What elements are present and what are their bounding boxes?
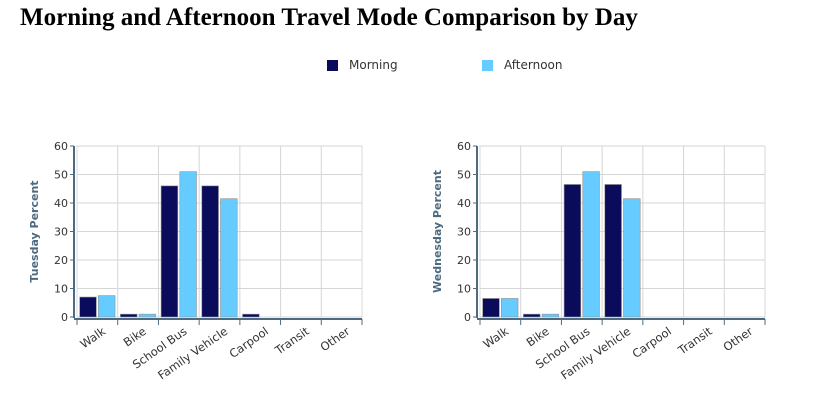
- y-tick-label: 30: [457, 226, 471, 239]
- bar-morning-school-bus: [160, 185, 179, 318]
- bar-morning-bike: [120, 313, 138, 318]
- legend-label-morning: Morning: [349, 58, 398, 72]
- y-tick-label: 10: [457, 283, 471, 296]
- y-tick-label: 0: [61, 311, 68, 324]
- x-tick-label: Carpool: [227, 324, 271, 361]
- y-tick-label: 40: [54, 197, 68, 210]
- x-tick-label: Walk: [480, 324, 511, 351]
- bar-afternoon-school-bus: [179, 171, 197, 318]
- legend-swatch-afternoon: [482, 59, 493, 71]
- legend-label-afternoon: Afternoon: [504, 58, 563, 72]
- y-tick-label: 50: [457, 169, 471, 182]
- legend-item-morning: Morning: [327, 58, 398, 72]
- y-tick-label: 20: [54, 254, 68, 267]
- bar-morning-family-vehicle: [201, 185, 219, 318]
- x-tick-label: Transit: [272, 324, 312, 358]
- x-tick-label: Carpool: [630, 324, 674, 361]
- y-tick-label: 30: [54, 226, 68, 239]
- y-tick-label: 60: [54, 140, 68, 153]
- bar-afternoon-walk: [98, 295, 116, 318]
- bar-morning-carpool: [242, 313, 260, 318]
- y-tick-label: 0: [464, 311, 471, 324]
- y-tick-label: 10: [54, 283, 68, 296]
- bar-afternoon-family-vehicle: [623, 198, 641, 318]
- bar-afternoon-family-vehicle: [220, 198, 238, 318]
- y-axis-title: Wednesday Percent: [431, 170, 444, 293]
- bar-afternoon-bike: [138, 313, 157, 318]
- bar-morning-walk: [79, 296, 97, 318]
- x-tick-label: Other: [721, 324, 756, 354]
- legend-swatch-morning: [327, 59, 338, 71]
- x-tick-label: Transit: [675, 324, 715, 358]
- bar-morning-bike: [523, 313, 541, 318]
- legend-item-afternoon: Afternoon: [482, 58, 563, 72]
- y-tick-label: 60: [457, 140, 471, 153]
- x-tick-label: Family Vehicle: [558, 324, 633, 382]
- y-tick-label: 40: [457, 197, 471, 210]
- y-tick-label: 50: [54, 169, 68, 182]
- x-tick-label: Other: [318, 324, 353, 354]
- bar-morning-school-bus: [563, 184, 582, 318]
- page-title: Morning and Afternoon Travel Mode Compar…: [20, 4, 638, 31]
- x-tick-label: Bike: [524, 324, 552, 349]
- y-tick-label: 20: [457, 254, 471, 267]
- x-tick-label: Family Vehicle: [155, 324, 230, 382]
- bar-morning-family-vehicle: [604, 184, 622, 318]
- bar-afternoon-school-bus: [582, 171, 600, 318]
- x-tick-label: Walk: [77, 324, 108, 351]
- x-tick-label: Bike: [121, 324, 149, 349]
- bar-afternoon-bike: [541, 313, 560, 318]
- y-axis-title: Tuesday Percent: [28, 180, 41, 282]
- bar-afternoon-walk: [501, 298, 519, 318]
- bar-morning-walk: [482, 298, 500, 318]
